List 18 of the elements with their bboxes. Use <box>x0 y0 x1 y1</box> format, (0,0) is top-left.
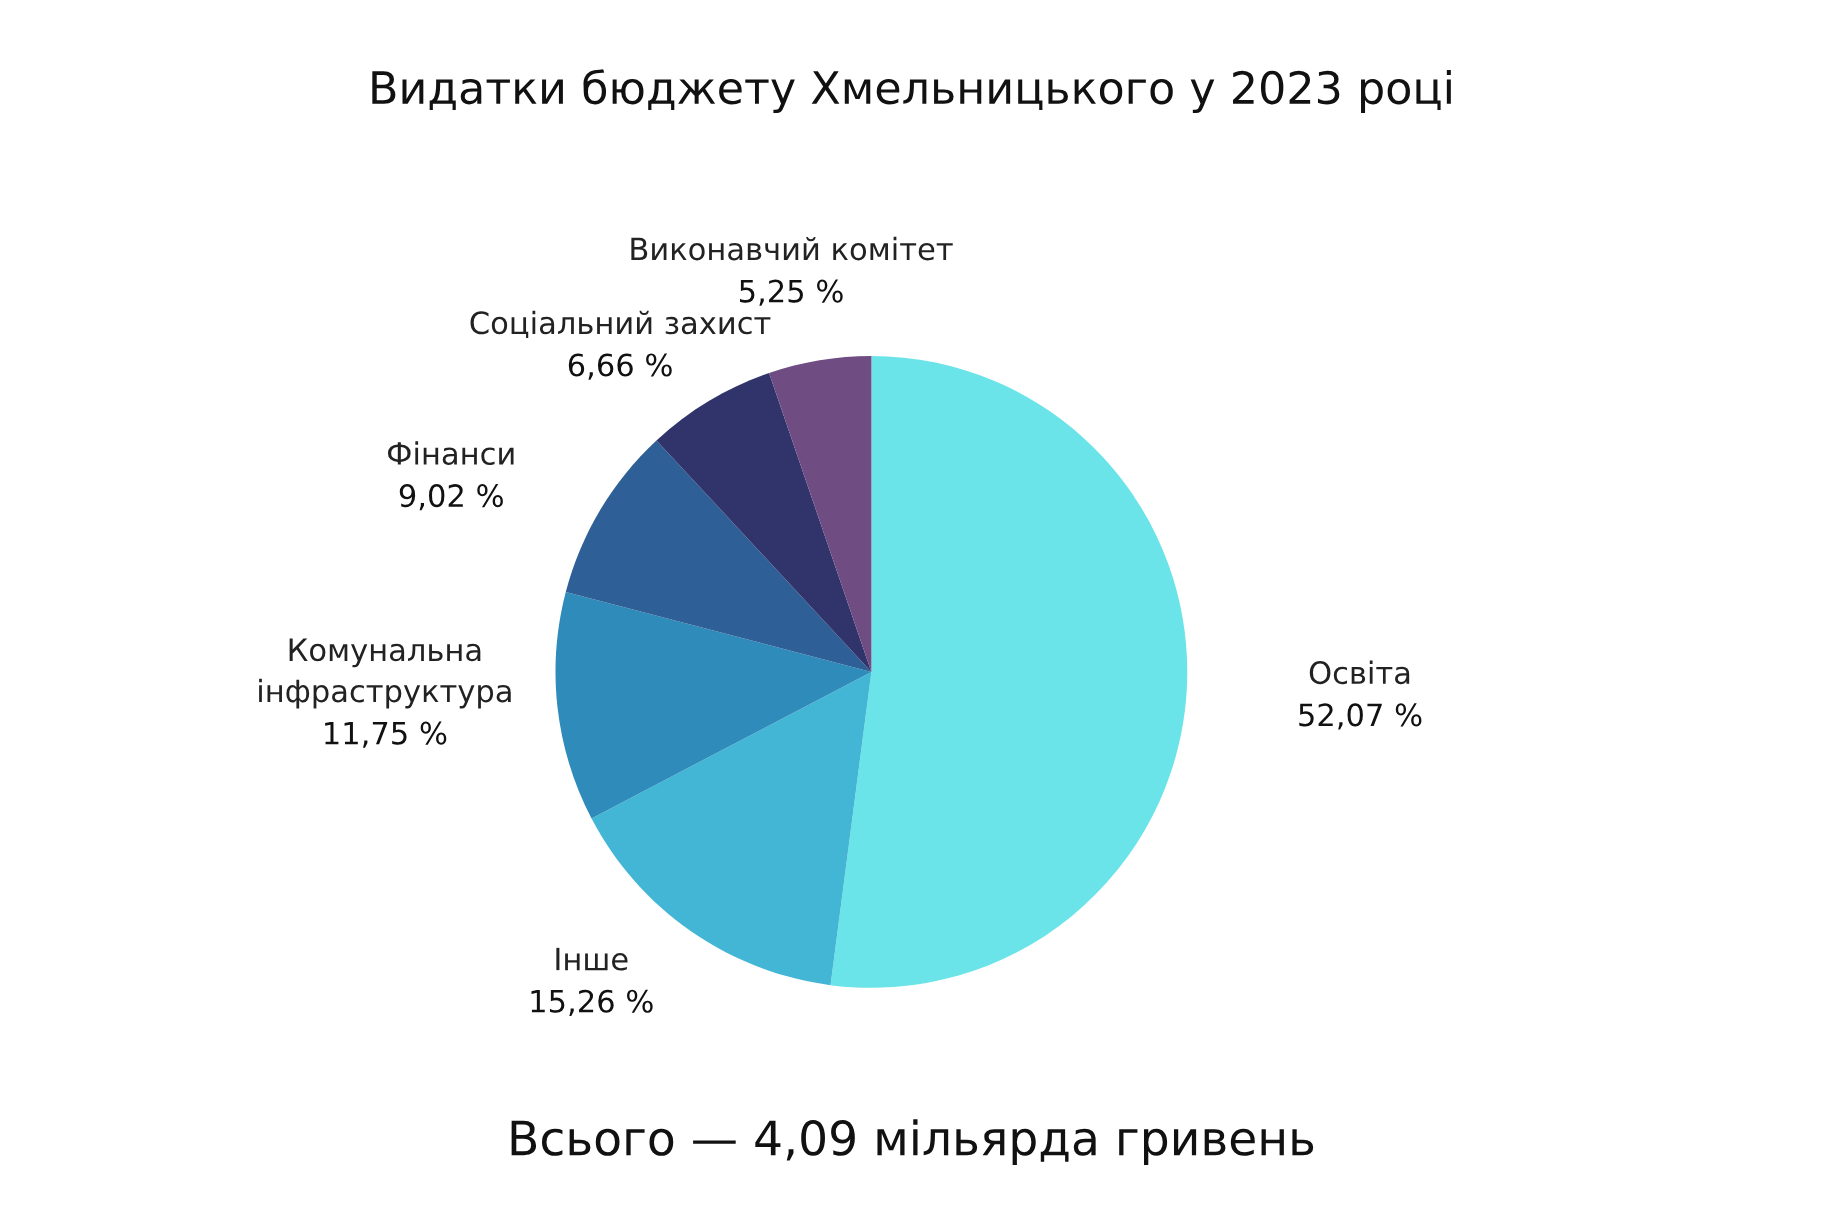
pie-slice <box>830 356 1188 988</box>
pie-slice <box>565 440 872 672</box>
chart-title: Видатки бюджету Хмельницького у 2023 році <box>372 69 1451 114</box>
data-label: 52,07 % <box>1299 703 1422 730</box>
data-label: 15,26 % <box>531 989 653 1016</box>
data-label: 11,75 % <box>325 721 447 748</box>
slice-label: Соціальний захист <box>470 310 771 339</box>
pie-slice <box>555 591 872 819</box>
slice-label: Комунальна інфраструктура <box>259 638 511 709</box>
data-label: 9,02 % <box>399 484 503 511</box>
pie-slice <box>769 356 872 672</box>
slice-label: Інше <box>556 947 628 971</box>
slice-label: Виконавчий комітет <box>631 236 953 261</box>
slice-label: Освіта <box>1309 660 1410 685</box>
slice-label: Фінанси <box>387 441 514 466</box>
data-label: 6,66 % <box>568 353 672 380</box>
text: Всього — 4,09 мільярда гривень <box>511 1119 1314 1165</box>
data-label: 5,25 % <box>739 279 843 306</box>
